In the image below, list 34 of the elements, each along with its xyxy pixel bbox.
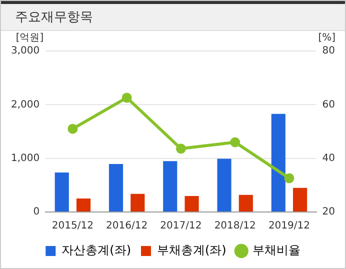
y-tick-label: 3,000 <box>10 46 40 57</box>
x-tick-label: 2018/12 <box>214 220 256 232</box>
point <box>284 173 294 184</box>
legend-label: 자산총계(좌) <box>62 243 132 258</box>
bar <box>184 196 199 212</box>
point <box>122 92 132 103</box>
y-tick-label: 1,000 <box>10 152 40 164</box>
y-tick-label: 2,000 <box>10 99 40 110</box>
point <box>68 124 78 134</box>
bar <box>238 194 253 212</box>
x-tick-label: 2016/12 <box>106 220 148 232</box>
legend-label: 부채총계(좌) <box>157 243 226 258</box>
bar <box>54 172 69 212</box>
y-axis-title: [억원] <box>16 32 44 44</box>
y2-tick-label: 20 <box>322 206 336 218</box>
legend-label: 부채비율 <box>252 243 300 258</box>
point <box>176 144 186 154</box>
y-tick-label: 0 <box>33 206 40 218</box>
x-tick-label: 2019/12 <box>268 220 310 232</box>
bar <box>217 158 232 212</box>
y2-tick-label: 80 <box>322 46 336 57</box>
chart-title: 주요재무항목 <box>1 1 345 31</box>
point <box>230 137 240 148</box>
bar <box>130 194 145 212</box>
y2-axis-title: [%] <box>318 32 336 44</box>
y2-tick-label: 40 <box>322 152 336 164</box>
x-tick-label: 2017/12 <box>160 220 202 232</box>
y2-tick-label: 60 <box>322 99 336 110</box>
bar <box>76 198 91 212</box>
bar <box>271 114 286 212</box>
x-tick-label: 2015/12 <box>52 220 94 232</box>
bar <box>108 164 124 212</box>
bar <box>163 161 178 212</box>
bar <box>293 188 308 212</box>
